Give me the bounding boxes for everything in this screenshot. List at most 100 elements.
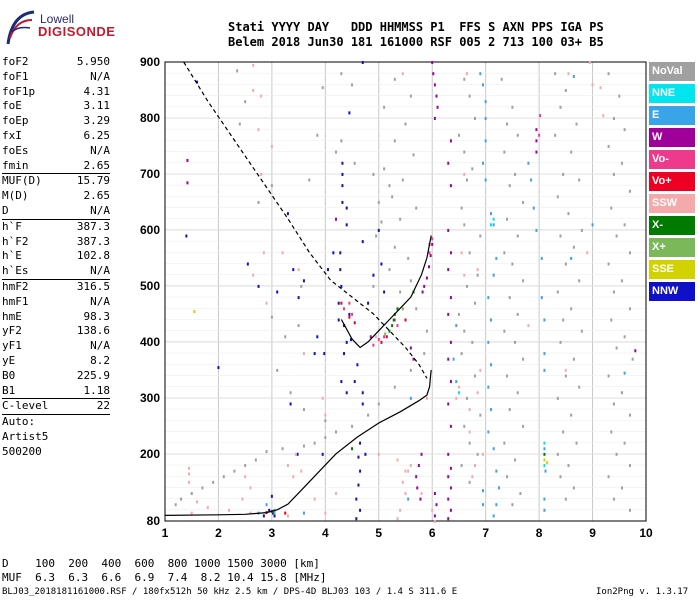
echo-point	[449, 380, 452, 384]
echo-point	[492, 514, 495, 518]
echo-point	[514, 458, 517, 462]
echo-point	[570, 256, 573, 260]
echo-point	[286, 212, 289, 216]
echo-point	[564, 262, 567, 266]
echo-point	[556, 290, 559, 294]
echo-point	[222, 475, 225, 479]
param-row: foEs N/A	[2, 144, 110, 159]
muf-distance-row: D 100 200 400 600 800 1000 1500 3000 [km…	[2, 557, 320, 570]
echo-point	[543, 464, 546, 468]
echo-point	[618, 94, 621, 98]
echo-point	[348, 312, 351, 316]
param-row: Artist5	[2, 430, 110, 445]
echo-point	[407, 469, 410, 473]
echo-point	[372, 273, 375, 277]
echo-point	[471, 340, 474, 344]
plot-frame	[164, 61, 647, 522]
param-value: 4.31	[83, 84, 111, 98]
param-value: 225.9	[76, 368, 110, 382]
echo-point	[567, 72, 570, 76]
echo-point	[188, 466, 191, 470]
echo-point	[487, 340, 490, 344]
param-value: N/A	[90, 294, 110, 308]
echo-point	[615, 452, 618, 456]
echo-point	[340, 380, 343, 384]
param-value: 98.3	[83, 309, 111, 323]
legend-item-vo-: Vo+	[649, 172, 695, 191]
echo-point	[492, 273, 495, 277]
echo-point	[383, 290, 386, 294]
x-tick-label: 10	[639, 526, 653, 540]
echo-point	[578, 385, 581, 389]
echo-point	[412, 153, 415, 157]
param-label: D	[2, 203, 9, 217]
echo-point	[615, 234, 618, 238]
echo-point	[487, 385, 490, 389]
echo-point	[575, 122, 578, 126]
echo-point	[186, 158, 189, 162]
echo-point	[340, 284, 343, 288]
echo-point	[257, 284, 260, 288]
echo-point	[447, 475, 450, 479]
echo-point	[233, 469, 236, 473]
echo-point	[468, 480, 471, 484]
echo-point	[345, 391, 348, 395]
echo-point	[620, 161, 623, 165]
echo-point	[473, 464, 476, 468]
param-value: 3.11	[83, 99, 111, 113]
echo-point	[535, 128, 538, 132]
echo-point	[476, 391, 479, 395]
echo-point	[383, 335, 386, 339]
echo-point	[361, 61, 364, 64]
echo-point	[615, 346, 618, 350]
param-label: yF1	[2, 339, 22, 353]
echo-point	[562, 318, 565, 322]
echo-point	[361, 240, 364, 244]
echo-point	[377, 452, 380, 456]
param-label: foEs	[2, 143, 29, 157]
echo-point	[262, 251, 265, 255]
header-values: Belem 2018 Jun30 181 161000 RSF 005 2 71…	[228, 35, 604, 49]
echo-point	[527, 324, 530, 328]
echo-point	[324, 511, 327, 515]
echo-point	[539, 114, 542, 118]
echo-point	[591, 223, 594, 227]
echo-point	[361, 402, 364, 406]
echo-point	[484, 116, 487, 120]
legend-item-x-: X-	[649, 216, 695, 235]
echo-point	[535, 139, 538, 143]
echo-point	[313, 441, 316, 445]
param-row: h`E 102.8	[2, 249, 110, 264]
echo-point	[435, 503, 438, 507]
echo-point	[392, 318, 395, 322]
param-label: 500200	[2, 444, 42, 458]
echo-point	[431, 242, 434, 246]
echo-point	[607, 144, 610, 148]
echo-point	[343, 352, 346, 356]
echo-point	[302, 352, 305, 356]
echo-point	[612, 497, 615, 501]
echo-point	[447, 357, 450, 361]
y-tick-label: 200	[140, 447, 160, 461]
echo-point	[324, 413, 327, 417]
echo-point	[484, 100, 487, 104]
echo-point	[433, 520, 436, 523]
param-row: B1 1.18	[2, 384, 110, 400]
echo-point	[554, 72, 557, 76]
echo-point	[388, 184, 391, 188]
echo-point	[193, 310, 196, 314]
echo-point	[460, 352, 463, 356]
echo-point	[514, 340, 517, 344]
echo-point	[564, 368, 567, 372]
echo-point	[516, 234, 519, 238]
echo-point	[449, 184, 452, 188]
echo-point	[420, 452, 423, 456]
echo-point	[335, 150, 338, 154]
echo-point	[463, 329, 466, 333]
echo-point	[481, 452, 484, 456]
echo-point	[396, 517, 399, 521]
echo-point	[297, 296, 300, 300]
param-value: 387.3	[76, 234, 110, 248]
echo-point	[369, 335, 372, 339]
echo-point	[631, 357, 634, 361]
